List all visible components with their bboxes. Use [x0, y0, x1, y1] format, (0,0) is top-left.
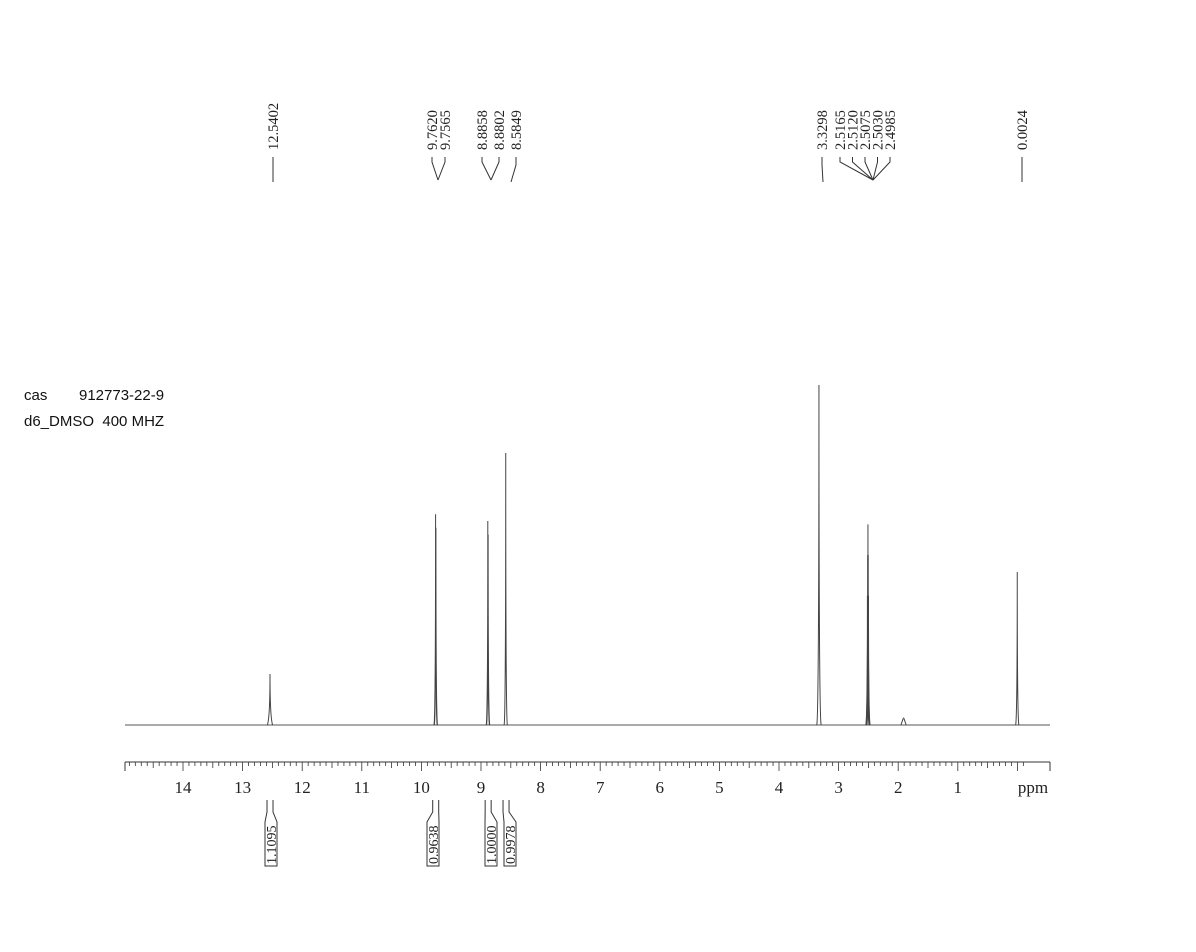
- peak-shift-label: 8.5849: [509, 110, 525, 150]
- x-tick-label: 10: [413, 778, 430, 797]
- x-tick-label: 7: [596, 778, 605, 797]
- peak-label-connector: [437, 157, 446, 181]
- peak-label-connector: [852, 157, 874, 181]
- peak-shift-label: 0.0024: [1015, 109, 1031, 150]
- cas-label: cas: [24, 387, 48, 404]
- x-axis-unit-label: ppm: [1018, 778, 1048, 797]
- peak-label-connector: [864, 157, 874, 181]
- integral-group: 1.1095 0.9638 1.0000 0.9978: [264, 800, 519, 867]
- peak-label-connector: [510, 157, 517, 183]
- integral-value-label: 0.9638: [427, 826, 442, 865]
- solvent-label: d6_DMSO: [24, 413, 95, 430]
- sample-info: cas 912773-22-9 d6_DMSO 400 MHZ: [24, 383, 164, 435]
- peak-label-connector: [490, 157, 500, 181]
- spectrum-peak: [816, 384, 822, 726]
- peak-shift-label: 2.5030: [871, 110, 887, 150]
- peak-shift-label: 12.5402: [266, 103, 282, 150]
- peak-label-connector: [821, 157, 824, 183]
- spectrum-peak: [866, 595, 871, 726]
- x-tick-label: 3: [834, 778, 843, 797]
- x-tick-label: 4: [775, 778, 784, 797]
- peak-shift-label: 2.5075: [858, 110, 874, 150]
- integral-bracket: [502, 800, 517, 867]
- x-tick-label: 11: [354, 778, 370, 797]
- integral-bracket: [426, 800, 440, 867]
- peak-shift-label: 8.8802: [492, 110, 508, 150]
- peak-label-connector: [431, 157, 439, 181]
- spectrum-peak: [266, 673, 274, 726]
- x-tick-label: 2: [894, 778, 903, 797]
- frequency-label: 400 MHZ: [102, 413, 165, 430]
- x-tick-label: 13: [234, 778, 251, 797]
- peak-shift-label: 2.5165: [833, 110, 849, 150]
- spectrum-peak: [486, 534, 491, 726]
- peak-shift-label: 2.5120: [846, 110, 862, 150]
- peak-shift-label: 9.7620: [425, 110, 441, 150]
- peak-shift-label: 2.4985: [883, 110, 899, 150]
- ppm-axis: 14 13 12 11 10 9 8 7 6 5 4 3 2 1 ppm: [124, 761, 1051, 797]
- spectrum-peak: [503, 452, 508, 726]
- integral-bracket: [484, 800, 498, 867]
- peak-shift-label: 8.8858: [475, 110, 491, 150]
- integral-bracket: [264, 800, 278, 867]
- peak-shift-label: 9.7565: [438, 110, 454, 150]
- integral-value-label: 1.1095: [265, 826, 280, 865]
- integral-value-label: 0.9978: [504, 826, 519, 865]
- x-tick-label: 1: [954, 778, 963, 797]
- cas-row: cas 912773-22-9: [24, 383, 164, 409]
- x-tick-label: 14: [175, 778, 193, 797]
- spectrum-peak: [433, 527, 439, 726]
- x-tick-label: 9: [477, 778, 486, 797]
- peak-label-connector: [872, 157, 878, 181]
- peak-label-connector: [872, 157, 891, 181]
- peak-label-connector: [481, 157, 492, 181]
- integral-value-label: 1.0000: [485, 826, 500, 865]
- x-tick-label: 8: [536, 778, 545, 797]
- x-tick-label: 6: [656, 778, 665, 797]
- x-tick-label: 5: [715, 778, 724, 797]
- spectrum-trace-group: [125, 384, 1050, 726]
- cas-value: 912773-22-9: [79, 387, 165, 404]
- spectrum-peak: [900, 717, 907, 726]
- spectrum-peak: [1015, 571, 1020, 726]
- x-tick-label: 12: [294, 778, 311, 797]
- peak-shift-label: 3.3298: [815, 110, 831, 150]
- peak-label-connector: [839, 157, 874, 181]
- solvent-row: d6_DMSO 400 MHZ: [24, 409, 164, 435]
